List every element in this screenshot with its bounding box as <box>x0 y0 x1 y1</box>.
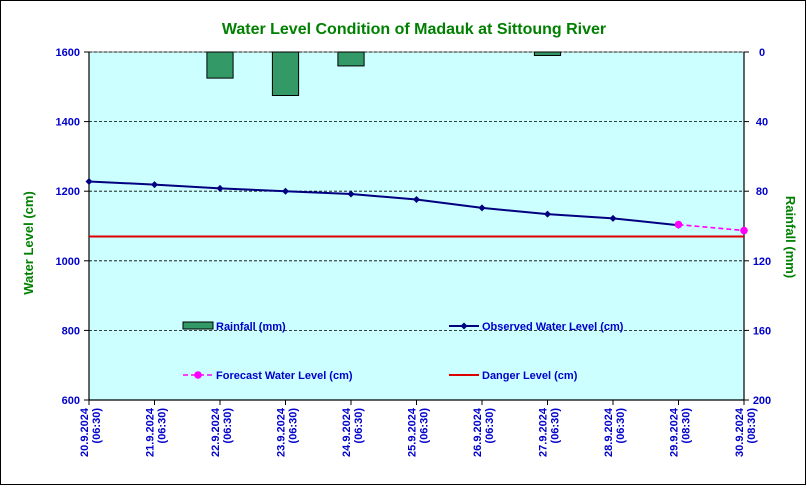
forecast-water-level-line <box>678 223 745 232</box>
x-tick-time: (08:30) <box>681 408 693 444</box>
x-tick-time: (06:30) <box>353 408 365 444</box>
y-tick-label: 1200 <box>56 186 80 198</box>
x-tick-date: 30.9.2024 <box>734 407 746 457</box>
x-tick-label: 30.9.2024(08:30) <box>734 407 758 457</box>
x-tick-time: (06:30) <box>615 408 627 444</box>
y-tick-label: 1400 <box>56 117 80 129</box>
legend-marker-forecast <box>194 371 202 379</box>
chart-title: Water Level Condition of Madauk at Sitto… <box>222 21 606 38</box>
observed-point <box>609 214 617 222</box>
legend-label: Forecast Water Level (cm) <box>216 370 353 382</box>
legend-marker-observed <box>460 322 468 330</box>
rainfall-bar <box>337 51 365 67</box>
observed-water-level-line <box>88 180 679 227</box>
x-tick-label: 20.9.2024(06:30) <box>79 407 103 457</box>
x-tick-label: 29.9.2024(08:30) <box>669 407 693 457</box>
x-tick-time: (08:30) <box>746 408 758 444</box>
x-tick-date: 20.9.2024 <box>79 407 91 457</box>
x-tick-time: (06:30) <box>288 408 300 444</box>
y2-tick-label: 200 <box>753 395 771 407</box>
x-tick-label: 27.9.2024(06:30) <box>538 407 562 457</box>
legend-label: Observed Water Level (cm) <box>482 321 624 333</box>
y2-axis-label: Rainfall (mm) <box>783 196 798 278</box>
x-tick-label: 26.9.2024(06:30) <box>472 407 496 457</box>
forecast-point <box>674 220 683 229</box>
x-tick-time: (06:30) <box>222 408 234 444</box>
observed-point <box>544 210 551 218</box>
observed-point <box>347 190 355 198</box>
y2-tick-label: 40 <box>756 117 768 129</box>
x-tick-date: 28.9.2024 <box>603 407 615 457</box>
x-tick-label: 24.9.2024(06:30) <box>341 407 365 457</box>
rainfall-bar <box>533 51 562 56</box>
y2-tick-label: 0 <box>759 47 765 59</box>
x-tick-date: 22.9.2024 <box>210 407 222 457</box>
observed-point <box>478 204 486 212</box>
plot-background <box>88 51 745 401</box>
x-tick-label: 25.9.2024(06:30) <box>407 407 431 457</box>
x-tick-label: 21.9.2024(06:30) <box>145 407 169 457</box>
legend-label: Rainfall (mm) <box>216 321 286 333</box>
y-tick-label: 800 <box>62 325 80 337</box>
x-tick-date: 29.9.2024 <box>669 407 681 457</box>
x-tick-date: 26.9.2024 <box>472 407 484 457</box>
x-tick-label: 22.9.2024(06:30) <box>210 407 234 457</box>
x-tick-time: (06:30) <box>484 408 496 444</box>
x-tick-label: 23.9.2024(06:30) <box>276 407 300 457</box>
y2-tick-label: 160 <box>753 325 771 337</box>
observed-point <box>282 187 289 195</box>
x-tick-label: 28.9.2024(06:30) <box>603 407 627 457</box>
x-tick-time: (06:30) <box>91 408 103 444</box>
x-tick-time: (06:30) <box>550 408 562 444</box>
x-tick-time: (06:30) <box>419 408 431 444</box>
y2-tick-label: 80 <box>756 186 768 198</box>
observed-point <box>85 177 93 185</box>
y-tick-label: 1000 <box>56 256 80 268</box>
y-tick-label: 600 <box>62 395 80 407</box>
rainfall-bar <box>206 51 234 79</box>
x-tick-date: 21.9.2024 <box>145 407 157 457</box>
y2-tick-label: 120 <box>753 256 771 268</box>
rainfall-bar <box>271 51 300 96</box>
observed-point <box>216 184 224 192</box>
x-tick-date: 25.9.2024 <box>407 407 419 457</box>
x-tick-date: 27.9.2024 <box>538 407 550 457</box>
legend-swatch-rainfall <box>182 321 214 330</box>
legend-label: Danger Level (cm) <box>482 370 578 382</box>
observed-point <box>151 181 158 189</box>
y-axis-label: Water Level (cm) <box>21 191 36 295</box>
x-tick-date: 24.9.2024 <box>341 407 353 457</box>
observed-point <box>413 196 420 204</box>
x-tick-date: 23.9.2024 <box>276 407 288 457</box>
forecast-point <box>740 226 748 235</box>
y-tick-label: 1600 <box>56 47 80 59</box>
x-tick-time: (06:30) <box>157 408 169 444</box>
plot-area: 600 800 1000 1200 1400 1600 200 160 120 80 40 0 20.9… <box>56 47 772 457</box>
